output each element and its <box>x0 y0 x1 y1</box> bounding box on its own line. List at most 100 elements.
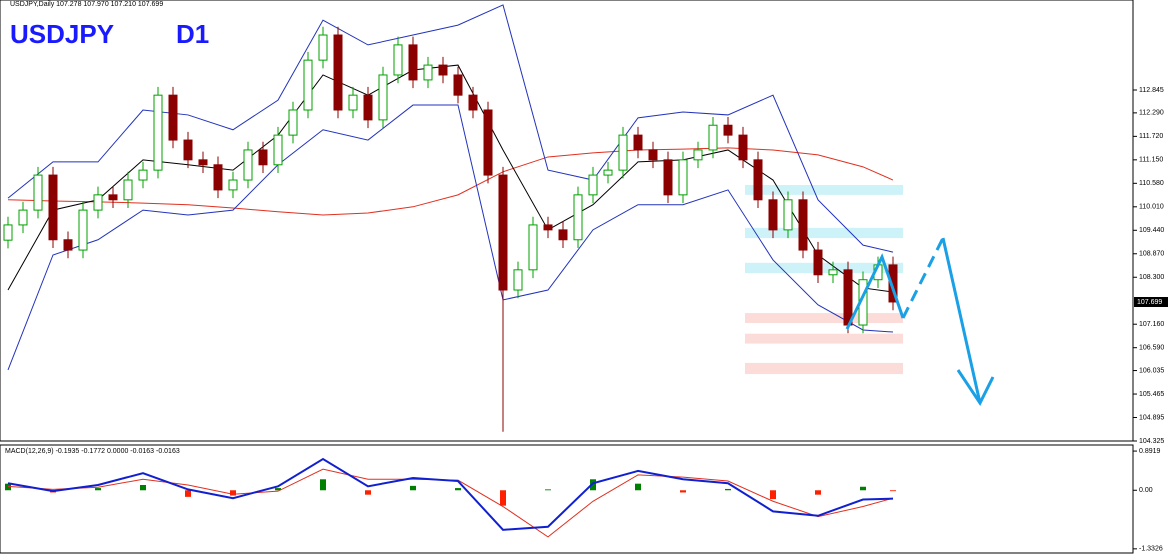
y-tick-label: 112.290 <box>1139 110 1164 117</box>
forecast-arrows <box>845 237 995 406</box>
candle-body <box>393 44 403 76</box>
zone <box>745 313 903 323</box>
zone <box>745 184 903 195</box>
histogram-bar <box>590 479 596 491</box>
y-tick-label: 110.580 <box>1139 180 1164 187</box>
arrow-head <box>956 369 995 406</box>
arrow-path <box>845 253 905 330</box>
candle-body <box>663 159 673 196</box>
candle-body <box>153 94 163 171</box>
y-tick-label: 109.440 <box>1139 227 1164 234</box>
histogram-bar <box>95 488 101 491</box>
histogram-bar <box>5 483 11 491</box>
histogram-bar <box>680 490 686 493</box>
y-tick-label: 104.895 <box>1139 414 1164 421</box>
candle-body <box>708 124 718 151</box>
candle-body <box>438 64 448 76</box>
candle-body <box>723 124 733 136</box>
candle-body <box>843 269 853 326</box>
histogram-bar <box>230 490 236 496</box>
y-tick-label: 107.160 <box>1139 321 1164 328</box>
y-tick-label: -1.3326 <box>1139 546 1163 553</box>
histogram-bar <box>545 489 551 491</box>
candle-body <box>228 179 238 191</box>
histogram-bar <box>140 484 146 491</box>
candle-body <box>168 94 178 141</box>
header: USDJPY,Daily 107.278 107.970 107.210 107… <box>10 1 163 8</box>
y-tick-label: 0.00 <box>1139 487 1153 494</box>
histogram-bar <box>500 490 506 506</box>
candle-body <box>273 134 283 166</box>
candle-body <box>483 109 493 176</box>
candle-body <box>798 199 808 251</box>
candle-body <box>63 239 73 251</box>
candle-body <box>3 224 13 241</box>
candle-body <box>648 149 658 161</box>
main-panel <box>0 0 1134 442</box>
histogram-bar <box>320 479 326 491</box>
candle-body <box>513 269 523 291</box>
y-tick-label: 108.300 <box>1139 274 1164 281</box>
candle-body <box>348 94 358 111</box>
arrow-dashed <box>901 237 945 319</box>
histogram-bar <box>365 490 371 495</box>
y-tick-label: 111.150 <box>1139 157 1163 164</box>
candle-body <box>213 164 223 191</box>
candle-body <box>543 224 553 231</box>
candle-body <box>78 209 88 251</box>
zone <box>745 333 903 344</box>
macd-panel <box>0 444 1134 554</box>
candle-body <box>243 149 253 181</box>
timeframe: D1 <box>176 19 209 49</box>
symbol: USDJPY <box>10 19 114 49</box>
candle-body <box>768 199 778 231</box>
y-tick-label: 110.010 <box>1139 204 1164 211</box>
histogram-bar <box>815 490 821 495</box>
candle-body <box>258 149 268 166</box>
candle-body <box>378 74 388 121</box>
candle-body <box>498 174 508 291</box>
histogram-bar <box>185 490 191 497</box>
candle-body <box>363 94 373 121</box>
candle-body <box>633 134 643 151</box>
candle-body <box>678 159 688 196</box>
y-tick-label: 112.845 <box>1139 87 1164 94</box>
histogram-bar <box>770 490 776 500</box>
histogram-bar <box>635 483 641 491</box>
candle-body <box>528 224 538 271</box>
y-tick-label: 104.325 <box>1139 438 1164 445</box>
candle-body <box>828 269 838 276</box>
candle-body <box>408 44 418 81</box>
candle-body <box>288 109 298 136</box>
candle-body <box>423 64 433 81</box>
candle-body <box>333 34 343 111</box>
y-tick-label: 111.720 <box>1139 133 1163 140</box>
histogram-bar <box>410 485 416 491</box>
zone <box>745 362 903 375</box>
candle-body <box>453 74 463 96</box>
histogram-bar <box>455 488 461 491</box>
candle-body <box>48 174 58 241</box>
candle-body <box>468 94 478 111</box>
candle-body <box>618 134 628 171</box>
zone <box>745 262 903 274</box>
candle-body <box>18 209 28 226</box>
candle-body <box>783 199 793 231</box>
macd-line <box>7 457 894 531</box>
candle-body <box>753 159 763 201</box>
lower-band <box>7 104 894 371</box>
ma200-line <box>7 147 894 216</box>
candle-body <box>123 179 133 201</box>
candle-body <box>738 134 748 161</box>
candle-body <box>813 249 823 276</box>
candle-body <box>183 139 193 161</box>
y-tick-label: 105.465 <box>1139 391 1164 398</box>
histogram-bar <box>725 488 731 491</box>
zone <box>745 227 903 239</box>
candle-body <box>303 59 313 111</box>
candle-body <box>138 169 148 181</box>
candle-body <box>603 169 613 176</box>
histogram-bar <box>860 486 866 491</box>
price-tag: 107.699 <box>1137 299 1162 306</box>
